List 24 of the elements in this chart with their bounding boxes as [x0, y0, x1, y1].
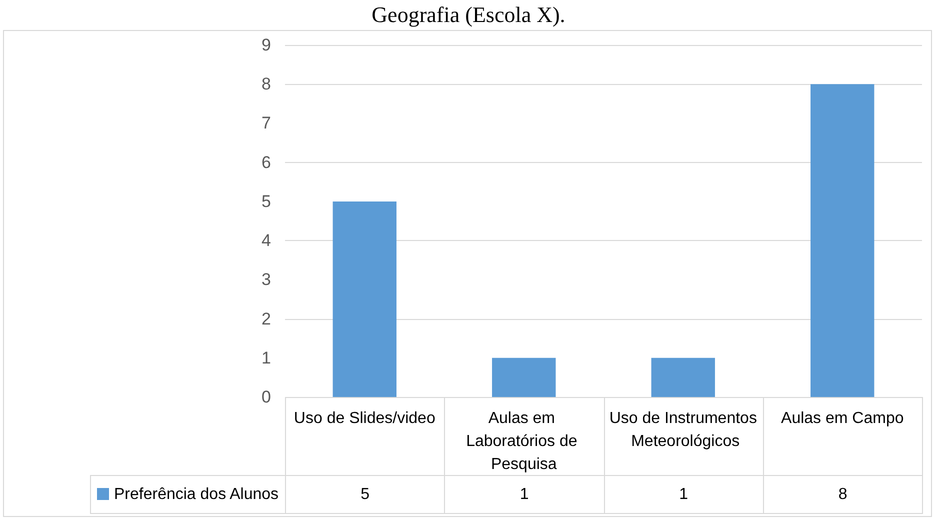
legend-label: Preferência dos Alunos — [113, 486, 279, 504]
bar — [332, 201, 396, 397]
y-tick-label: 5 — [262, 192, 271, 211]
x-tick-label: Aulas em Campo — [781, 410, 904, 427]
x-tick-label: Aulas em Laboratórios de Pesquisa — [466, 410, 582, 473]
x-tick-label: Uso de Instrumentos Meteorológicos — [609, 410, 757, 450]
data-label: 1 — [679, 486, 688, 504]
y-tick-label: 1 — [262, 348, 271, 368]
y-tick-label: 2 — [262, 309, 271, 328]
data-label: 1 — [520, 486, 529, 504]
x-tick-label: Uso de Slides/video — [294, 410, 436, 427]
bar — [492, 358, 556, 397]
bar — [651, 358, 715, 397]
y-tick-label: 0 — [262, 388, 271, 406]
y-tick-label: 8 — [262, 74, 271, 94]
data-label: 8 — [838, 486, 848, 504]
y-tick-label: 4 — [262, 231, 271, 250]
bar — [810, 84, 874, 397]
data-label: 5 — [360, 486, 370, 504]
chart-title: Geografia (Escola X). — [370, 2, 566, 28]
y-tick-label: 7 — [262, 114, 271, 133]
y-tick-label: 9 — [262, 36, 271, 54]
y-tick-label: 3 — [262, 270, 271, 290]
y-tick-label: 6 — [262, 152, 271, 172]
